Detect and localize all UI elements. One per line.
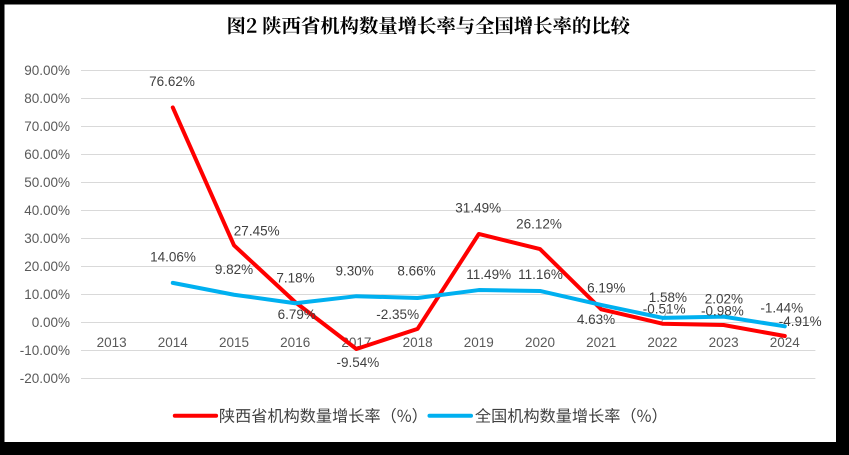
svg-text:8.66%: 8.66%	[397, 264, 435, 279]
svg-text:-0.51%: -0.51%	[643, 301, 686, 316]
svg-text:4.63%: 4.63%	[577, 312, 615, 327]
svg-text:10.00%: 10.00%	[24, 287, 70, 302]
svg-text:76.62%: 76.62%	[149, 74, 195, 89]
svg-text:70.00%: 70.00%	[24, 119, 70, 134]
svg-text:-4.91%: -4.91%	[779, 314, 822, 329]
svg-text:-20.00%: -20.00%	[20, 371, 70, 386]
svg-text:11.16%: 11.16%	[518, 267, 563, 282]
svg-text:2014: 2014	[158, 335, 189, 350]
svg-text:26.12%: 26.12%	[516, 217, 562, 232]
svg-text:80.00%: 80.00%	[24, 91, 70, 106]
svg-text:2024: 2024	[770, 335, 801, 350]
svg-text:-9.54%: -9.54%	[337, 355, 380, 370]
svg-text:11.49%: 11.49%	[466, 267, 511, 282]
svg-text:-0.98%: -0.98%	[701, 304, 744, 319]
svg-text:90.00%: 90.00%	[24, 63, 70, 78]
svg-text:2023: 2023	[709, 335, 739, 350]
svg-text:7.18%: 7.18%	[276, 271, 314, 286]
svg-text:-2.35%: -2.35%	[376, 307, 419, 322]
svg-text:2021: 2021	[586, 335, 616, 350]
svg-text:2020: 2020	[525, 335, 555, 350]
svg-text:14.06%: 14.06%	[150, 250, 196, 265]
svg-text:50.00%: 50.00%	[24, 175, 70, 190]
svg-text:31.49%: 31.49%	[455, 201, 501, 216]
svg-text:-1.44%: -1.44%	[760, 301, 803, 316]
svg-text:2018: 2018	[403, 335, 433, 350]
svg-text:6.19%: 6.19%	[587, 280, 625, 295]
svg-text:20.00%: 20.00%	[24, 259, 70, 274]
svg-text:1.58%: 1.58%	[649, 290, 687, 305]
svg-text:30.00%: 30.00%	[24, 231, 70, 246]
svg-text:60.00%: 60.00%	[24, 147, 70, 162]
svg-text:2013: 2013	[97, 335, 127, 350]
svg-text:0.00%: 0.00%	[32, 315, 70, 330]
svg-text:2016: 2016	[280, 335, 310, 350]
svg-text:40.00%: 40.00%	[24, 203, 70, 218]
svg-text:9.82%: 9.82%	[215, 262, 253, 277]
svg-text:-10.00%: -10.00%	[20, 343, 70, 358]
svg-text:27.45%: 27.45%	[234, 224, 280, 239]
svg-text:2.02%: 2.02%	[705, 291, 743, 306]
svg-text:2015: 2015	[219, 335, 249, 350]
svg-text:2019: 2019	[464, 335, 494, 350]
svg-text:6.79%: 6.79%	[278, 307, 316, 322]
svg-text:9.30%: 9.30%	[335, 264, 373, 279]
svg-text:2022: 2022	[647, 335, 677, 350]
